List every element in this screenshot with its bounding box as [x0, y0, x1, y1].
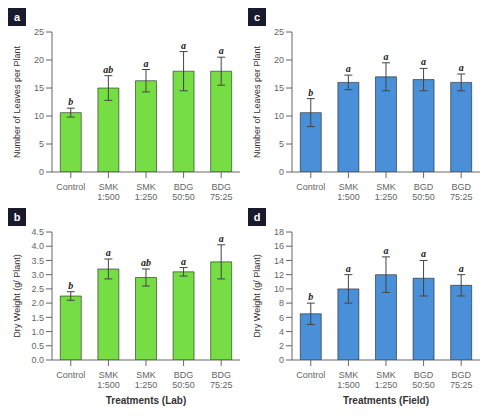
svg-text:BDG75:25: BDG75:25: [210, 370, 233, 390]
svg-text:a: a: [106, 247, 111, 258]
svg-text:a: a: [143, 58, 148, 69]
svg-text:1.0: 1.0: [31, 327, 44, 337]
svg-text:4.0: 4.0: [31, 241, 44, 251]
svg-text:b: b: [68, 280, 73, 291]
svg-text:Number of Leaves per Plant: Number of Leaves per Plant: [252, 45, 262, 158]
svg-text:2: 2: [279, 341, 284, 351]
svg-text:BGD50:50: BGD50:50: [412, 182, 435, 202]
svg-text:25: 25: [274, 27, 284, 37]
svg-text:10: 10: [274, 111, 284, 121]
svg-text:20: 20: [34, 55, 44, 65]
svg-text:a: a: [346, 63, 351, 74]
svg-text:0: 0: [39, 167, 44, 177]
svg-text:a: a: [421, 248, 426, 259]
svg-text:b: b: [308, 87, 313, 98]
svg-text:a: a: [383, 51, 388, 62]
svg-text:12: 12: [274, 270, 284, 280]
svg-text:SMK1:250: SMK1:250: [135, 182, 158, 202]
svg-text:SMK1:250: SMK1:250: [375, 370, 398, 390]
svg-text:25: 25: [34, 27, 44, 37]
svg-text:1.5: 1.5: [31, 313, 44, 323]
svg-text:Control: Control: [56, 182, 85, 192]
svg-text:4.5: 4.5: [31, 227, 44, 237]
svg-text:a: a: [181, 40, 186, 51]
svg-text:Dry Weight (g/ Plant): Dry Weight (g/ Plant): [252, 254, 262, 337]
svg-text:5: 5: [39, 139, 44, 149]
svg-text:0.5: 0.5: [31, 341, 44, 351]
svg-text:a: a: [459, 62, 464, 73]
svg-text:0.0: 0.0: [31, 355, 44, 365]
svg-text:Control: Control: [296, 182, 325, 192]
html-text:d: d: [253, 211, 261, 223]
svg-text:BDG50:50: BDG50:50: [172, 370, 195, 390]
svg-text:a: a: [219, 45, 224, 56]
svg-text:18: 18: [274, 227, 284, 237]
svg-text:ab: ab: [141, 257, 151, 268]
svg-text:SMK1:250: SMK1:250: [135, 370, 158, 390]
svg-text:2.0: 2.0: [31, 298, 44, 308]
svg-text:a: a: [219, 233, 224, 244]
svg-text:a: a: [421, 56, 426, 67]
svg-text:Control: Control: [296, 370, 325, 380]
svg-text:a: a: [383, 245, 388, 256]
svg-text:10: 10: [34, 111, 44, 121]
svg-text:Treatments (Field): Treatments (Field): [343, 395, 429, 406]
svg-text:Treatments (Lab): Treatments (Lab): [106, 395, 187, 406]
svg-text:a: a: [181, 256, 186, 267]
svg-text:BGD50:50: BGD50:50: [412, 370, 435, 390]
svg-text:SMK1:500: SMK1:500: [337, 182, 360, 202]
svg-text:BDG50:50: BDG50:50: [172, 182, 195, 202]
svg-text:ab: ab: [103, 64, 113, 75]
svg-text:0: 0: [279, 167, 284, 177]
svg-text:8: 8: [279, 298, 284, 308]
svg-text:15: 15: [274, 83, 284, 93]
svg-text:Control: Control: [56, 370, 85, 380]
svg-text:BDG75:25: BDG75:25: [210, 182, 233, 202]
svg-text:16: 16: [274, 241, 284, 251]
svg-text:20: 20: [274, 55, 284, 65]
svg-text:Dry Weight (g/ Plant): Dry Weight (g/ Plant): [12, 254, 22, 337]
svg-text:6: 6: [279, 313, 284, 323]
svg-text:SMK1:500: SMK1:500: [337, 370, 360, 390]
svg-text:2.5: 2.5: [31, 284, 44, 294]
svg-text:a: a: [346, 263, 351, 274]
html-text:c: c: [253, 11, 261, 23]
svg-text:10: 10: [274, 284, 284, 294]
svg-text:a: a: [459, 263, 464, 274]
svg-text:14: 14: [274, 256, 284, 266]
html-text:b: b: [13, 211, 21, 223]
svg-text:BGD75:25: BGD75:25: [450, 182, 473, 202]
svg-text:SMK1:500: SMK1:500: [97, 182, 120, 202]
svg-text:SMK1:500: SMK1:500: [97, 370, 120, 390]
svg-text:Number of Leaves per Plant: Number of Leaves per Plant: [12, 45, 22, 158]
svg-text:b: b: [68, 96, 73, 107]
svg-text:3.5: 3.5: [31, 256, 44, 266]
svg-text:b: b: [308, 291, 313, 302]
svg-text:3.0: 3.0: [31, 270, 44, 280]
svg-text:4: 4: [279, 327, 284, 337]
svg-text:15: 15: [34, 83, 44, 93]
svg-text:5: 5: [279, 139, 284, 149]
html-text:a: a: [13, 11, 21, 23]
svg-text:0: 0: [279, 355, 284, 365]
svg-text:BGD75:25: BGD75:25: [450, 370, 473, 390]
svg-text:SMK1:250: SMK1:250: [375, 182, 398, 202]
